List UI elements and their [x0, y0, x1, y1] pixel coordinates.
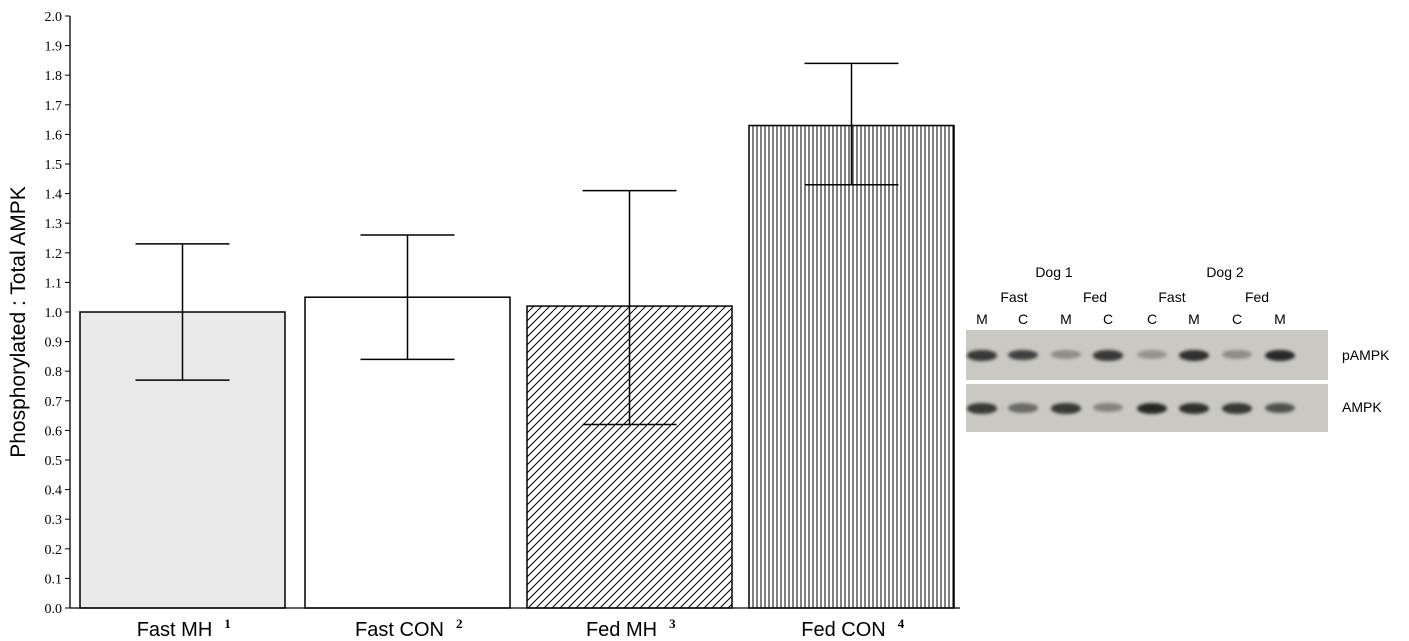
blot-state-label: Fed — [1082, 289, 1108, 305]
x-category-label: Fed CON — [801, 619, 885, 641]
blot-lane-label: C — [1146, 311, 1158, 327]
y-tick-label: 0.7 — [45, 395, 63, 410]
blot-band-ampk — [1222, 403, 1252, 414]
x-category-label: Fast CON — [355, 619, 444, 641]
y-tick-label: 0.9 — [45, 336, 63, 351]
bar-4 — [748, 124, 955, 609]
blot-group-label: Dog 2 — [1206, 264, 1244, 280]
blot-band-ampk — [1179, 403, 1209, 414]
blot-band-pampk — [1222, 350, 1252, 360]
blot-state-label: Fast — [1000, 289, 1028, 305]
y-tick-label: 0.4 — [45, 484, 63, 499]
blot-lane-label: M — [976, 311, 988, 327]
blot-lane-label: M — [1188, 311, 1200, 327]
y-tick-label: 1.5 — [45, 158, 63, 173]
x-category-label: Fast MH — [137, 619, 213, 641]
error-bars — [135, 62, 899, 426]
blot-band-pampk — [1008, 350, 1038, 361]
x-category-superscript: 4 — [898, 616, 905, 631]
blot-band-pampk — [1265, 350, 1295, 361]
blot-band-ampk — [1265, 403, 1295, 414]
western-blot-inset: Dog 1 Dog 2 Fast Fed Fast Fed M C M C C M C M pAMPK A… — [962, 262, 1402, 442]
blot-band-pampk — [1137, 350, 1167, 359]
blot-band-ampk — [1137, 403, 1167, 414]
blot-band-pampk — [1051, 350, 1081, 360]
y-tick-label: 1.1 — [45, 276, 63, 291]
blot-lane-label: C — [1017, 311, 1029, 327]
y-tick-label: 0.0 — [45, 602, 63, 617]
y-axis-label: Phosphorylated : Total AMPK — [7, 186, 30, 458]
y-tick-label: 1.9 — [45, 40, 63, 55]
blot-lane-label: C — [1231, 311, 1243, 327]
blot-band-pampk — [1179, 350, 1209, 361]
y-tick-label: 1.6 — [45, 128, 63, 143]
y-tick-label: 2.0 — [45, 10, 63, 25]
x-category-superscript: 3 — [669, 616, 676, 631]
blot-band-pampk — [967, 350, 997, 361]
blot-band-ampk — [967, 403, 997, 414]
y-tick-label: 0.6 — [45, 424, 63, 439]
x-axis: Fast MH 1 Fast CON 2 Fed MH 3 Fed CON 4 — [70, 607, 960, 641]
blot-lane-label: M — [1274, 311, 1286, 327]
bars — [79, 124, 955, 609]
x-category-label: Fed MH — [586, 619, 657, 641]
blot-row-label-ampk: AMPK — [1342, 399, 1382, 415]
y-tick-label: 0.1 — [45, 572, 63, 587]
blot-lane-label: M — [1060, 311, 1072, 327]
y-tick-label: 0.8 — [45, 365, 63, 380]
blot-band-ampk — [1093, 403, 1123, 413]
blot-state-label: Fed — [1244, 289, 1270, 305]
blot-panel-ampk — [966, 384, 1328, 432]
y-tick-label: 1.3 — [45, 217, 63, 232]
blot-row-label-pampk: pAMPK — [1342, 347, 1390, 363]
y-tick-label: 1.7 — [45, 99, 63, 114]
x-category-superscript: 2 — [456, 616, 463, 631]
blot-group-label: Dog 1 — [1035, 264, 1073, 280]
y-tick-label: 0.2 — [45, 543, 63, 558]
y-tick-label: 0.3 — [45, 513, 63, 528]
y-tick-label: 1.8 — [45, 69, 63, 84]
blot-state-label: Fast — [1158, 289, 1186, 305]
y-axis: 0.0 0.1 0.2 0.3 0.4 0.5 0.6 0.7 0.8 0.9 1.0 1.1 1.2 1… — [45, 10, 71, 617]
blot-panel-pampk — [966, 330, 1328, 380]
y-tick-label: 1.2 — [45, 247, 63, 262]
blot-band-ampk — [1008, 403, 1038, 413]
blot-band-pampk — [1093, 350, 1123, 361]
blot-lane-label: C — [1102, 311, 1114, 327]
blot-band-ampk — [1051, 403, 1081, 414]
y-tick-label: 0.5 — [45, 454, 63, 469]
x-category-superscript: 1 — [224, 616, 231, 631]
y-tick-label: 1.4 — [45, 188, 63, 203]
y-tick-label: 1.0 — [45, 306, 63, 321]
bar-chart: 0.0 0.1 0.2 0.3 0.4 0.5 0.6 0.7 0.8 0.9 1.0 1.1 1.2 1… — [7, 10, 960, 641]
